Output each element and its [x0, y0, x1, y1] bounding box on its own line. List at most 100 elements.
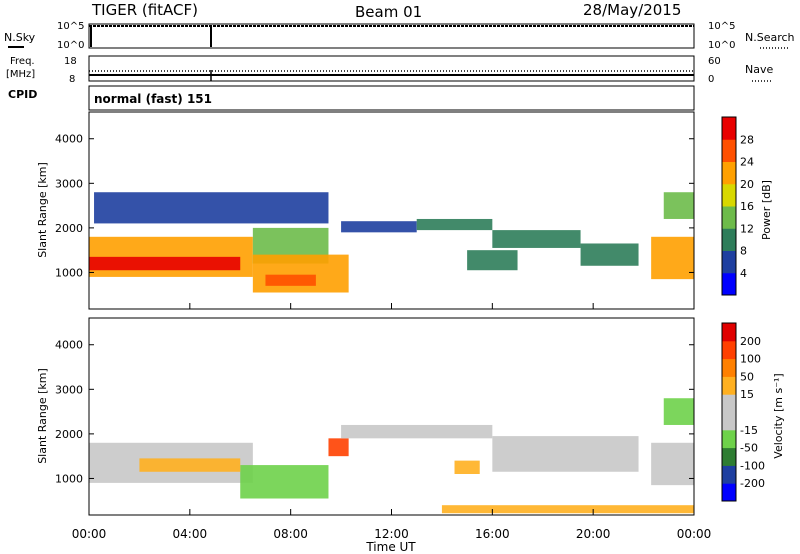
- power-colorbar-segment-4: [722, 183, 736, 207]
- velocity-ytick-label-1: 2000: [55, 428, 83, 441]
- power-region-5: [94, 192, 329, 224]
- power-colorbar-segment-2: [722, 228, 736, 251]
- velocity-colorbar-segment-4: [722, 412, 736, 431]
- power-colorbar-tick-4: 12: [740, 222, 754, 235]
- power-colorbar-tick-3: 16: [740, 200, 754, 213]
- power-region-1: [89, 256, 241, 271]
- power-region-10: [467, 250, 518, 271]
- velocity-ytick-label-2: 3000: [55, 383, 83, 396]
- velocity-colorbar-segment-7: [722, 358, 736, 377]
- velocity-colorbar-segment-2: [722, 447, 736, 466]
- power-region-12: [663, 192, 694, 219]
- velocity-region-5: [454, 460, 480, 474]
- power-region-4: [265, 274, 316, 286]
- nsky-tick-high: 10^5: [57, 21, 84, 32]
- radar-title: TIGER (fitACF): [91, 1, 198, 19]
- time-tick-label-0: 00:00: [72, 527, 107, 541]
- cpid-label: CPID: [8, 88, 37, 101]
- nsky-tick-low: 10^0: [57, 40, 84, 51]
- freq-tick-low: 8: [69, 74, 75, 85]
- freq-tick-high: 18: [64, 56, 77, 67]
- nsearch-tick-low: 10^0: [708, 40, 735, 51]
- velocity-colorbar: 200 100 50 15 -15 -50 -100 -200: [721, 322, 765, 502]
- nave-tick-low: 0: [708, 74, 714, 85]
- velocity-region-9: [441, 505, 694, 514]
- velocity-colorbar-tick-4: -15: [740, 424, 758, 437]
- power-region-6: [341, 221, 417, 233]
- power-colorbar-label: Power [dB]: [760, 180, 773, 240]
- freq-label-1: Freq.: [10, 56, 35, 67]
- time-tick-label-6: 00:00: [677, 527, 712, 541]
- velocity-colorbar-tick-7: -200: [740, 477, 765, 490]
- power-colorbar-tick-1: 24: [740, 156, 754, 169]
- power-ytick-label-1: 2000: [55, 222, 83, 235]
- velocity-colorbar-segment-3: [722, 429, 736, 449]
- velocity-region-6: [651, 442, 694, 486]
- nsearch-tick-high: 10^5: [708, 21, 735, 32]
- velocity-region-4: [492, 436, 639, 472]
- velocity-ytick-label-3: 4000: [55, 339, 83, 352]
- power-region-9: [580, 243, 639, 266]
- power-colorbar-segment-3: [722, 206, 736, 229]
- power-colorbar-tick-6: 4: [740, 267, 747, 280]
- nsearch-label: N.Search: [745, 31, 795, 44]
- date-title: 28/May/2015: [583, 1, 681, 19]
- velocity-yticks: 1000 2000 3000 4000: [55, 339, 694, 485]
- velocity-colorbar-tick-2: 50: [740, 370, 754, 383]
- velocity-region-7: [663, 398, 694, 425]
- velocity-colorbar-frame: [721, 322, 737, 502]
- time-tick-label-1: 04:00: [173, 527, 208, 541]
- time-axis-ticks: 00:00 04:00 08:00 12:00 16:00 20:00 00:00: [72, 303, 712, 541]
- power-regions: [89, 192, 694, 293]
- power-region-11: [651, 236, 694, 280]
- velocity-colorbar-segment-8: [722, 340, 736, 360]
- freq-label-2: [MHz]: [6, 69, 35, 80]
- power-colorbar-frame: [721, 116, 737, 296]
- freq-panel: [88, 55, 695, 82]
- velocity-colorbar-segment-1: [722, 465, 736, 484]
- velocity-colorbar-segment-6: [722, 376, 736, 395]
- nave-label: Nave: [745, 63, 773, 76]
- power-colorbar-segment-6: [722, 139, 736, 162]
- beam-title: Beam 01: [355, 3, 422, 21]
- velocity-regions: [89, 398, 694, 514]
- nsky-label: N.Sky: [4, 31, 36, 44]
- nave-tick-high: 60: [708, 56, 721, 67]
- velocity-colorbar-tick-1: 100: [740, 353, 761, 366]
- time-axis-label: Time UT: [365, 540, 416, 554]
- velocity-colorbar-label: Velocity [m s⁻¹]: [772, 373, 785, 458]
- power-colorbar-tick-5: 8: [740, 245, 747, 258]
- power-region-7: [416, 218, 493, 231]
- power-colorbar-tick-0: 28: [740, 133, 754, 146]
- velocity-panel: 1000 2000 3000 4000 Slant Range [km] 200 100…: [36, 317, 785, 516]
- velocity-colorbar-segment-0: [722, 483, 736, 502]
- power-colorbar-segment-1: [722, 250, 736, 274]
- power-ytick-label-0: 1000: [55, 266, 83, 279]
- velocity-region-1: [240, 465, 329, 499]
- velocity-colorbar-tick-0: 200: [740, 335, 761, 348]
- power-panel: 1000 2000 3000 4000 Slant Range [km] 28 24 20…: [36, 111, 773, 310]
- time-tick-label-2: 08:00: [273, 527, 308, 541]
- power-region-3: [252, 254, 349, 293]
- velocity-plot-area: [89, 318, 694, 515]
- velocity-colorbar-tick-6: -100: [740, 459, 765, 472]
- power-colorbar-tick-2: 20: [740, 178, 754, 191]
- velocity-region-2: [328, 438, 349, 457]
- cpid-panel: [88, 85, 695, 111]
- power-yticks: 1000 2000 3000 4000: [55, 133, 694, 279]
- velocity-ytick-label-0: 1000: [55, 472, 83, 485]
- power-colorbar-segment-0: [722, 272, 736, 296]
- velocity-colorbar-segment-9: [722, 323, 736, 342]
- time-tick-label-5: 20:00: [576, 527, 611, 541]
- cpid-value: normal (fast) 151: [94, 92, 212, 106]
- power-ylabel: Slant Range [km]: [36, 162, 49, 258]
- velocity-region-3: [341, 424, 493, 439]
- velocity-colorbar-tick-5: -50: [740, 442, 758, 455]
- velocity-colorbar-segment-5: [722, 394, 736, 413]
- velocity-ylabel: Slant Range [km]: [36, 368, 49, 464]
- nsky-panel: [88, 23, 695, 49]
- power-colorbar-segment-7: [722, 117, 736, 140]
- power-ytick-label-3: 4000: [55, 133, 83, 146]
- velocity-region-8: [139, 458, 241, 472]
